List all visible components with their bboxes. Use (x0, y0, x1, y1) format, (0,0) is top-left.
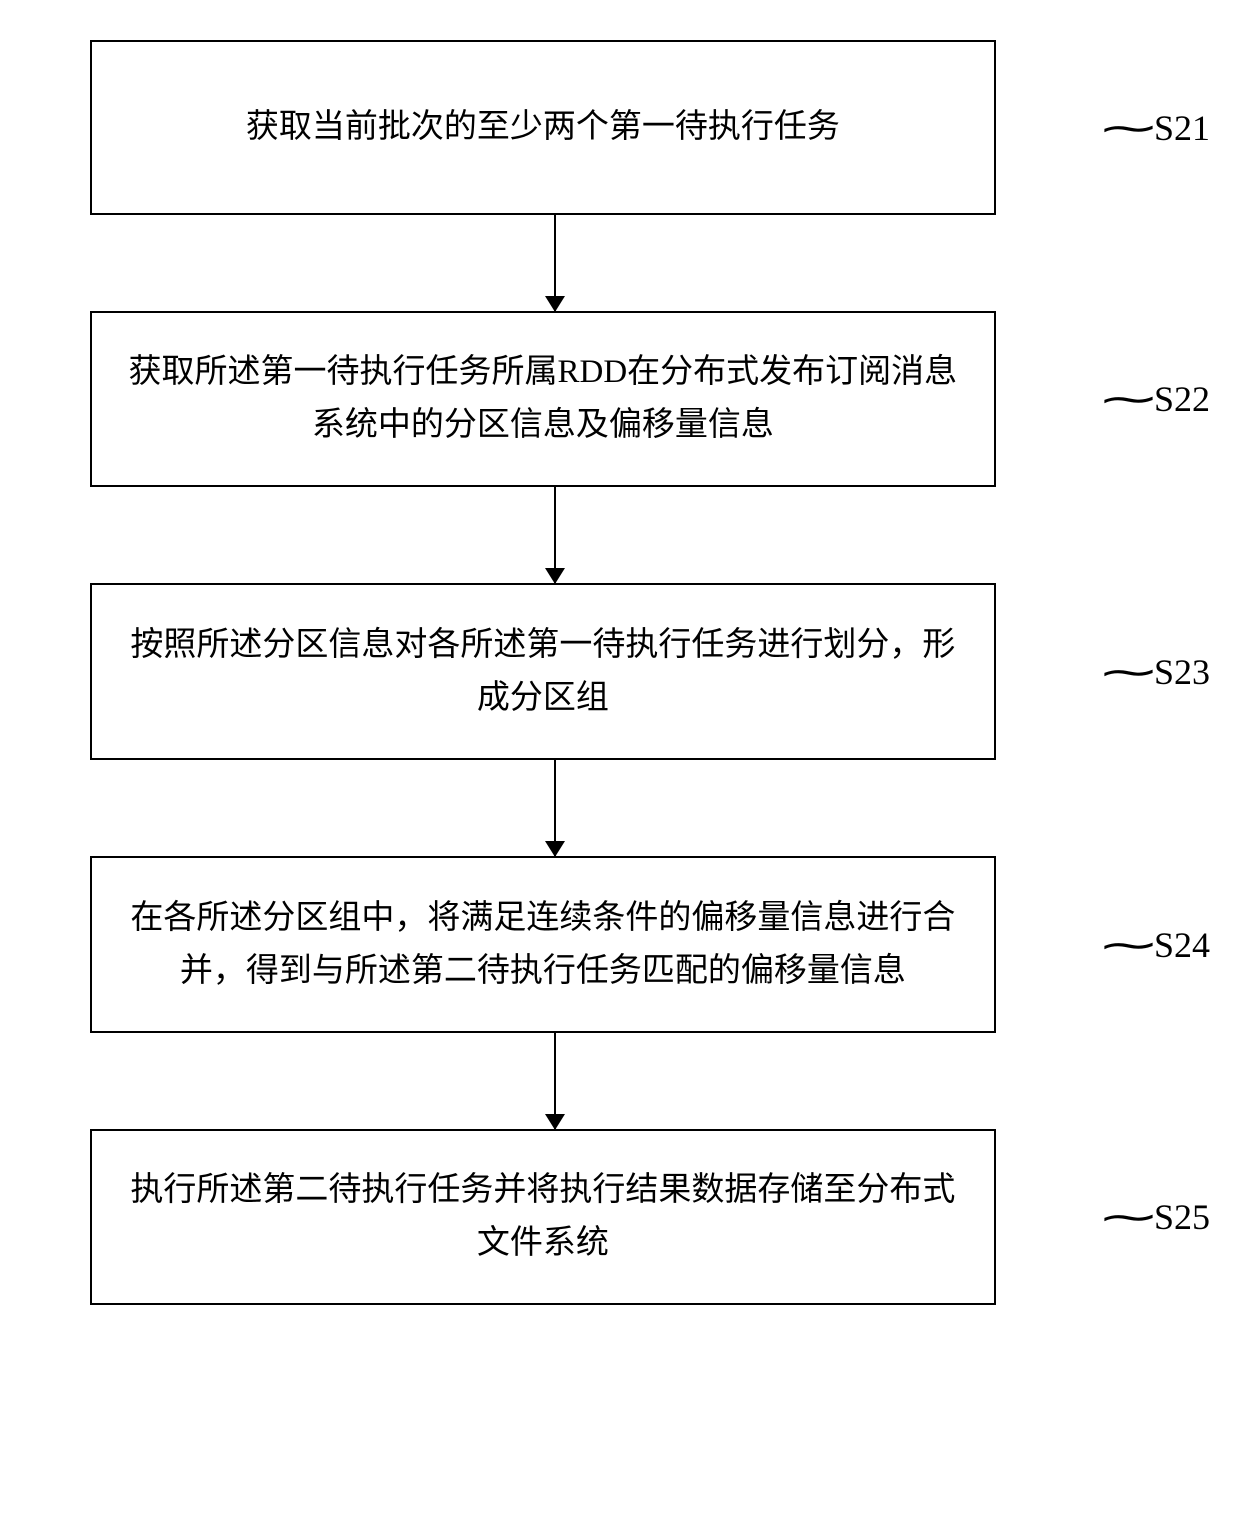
flow-step-text: 获取所述第一待执行任务所属RDD在分布式发布订阅消息系统中的分区信息及偏移量信息 (122, 346, 964, 452)
flow-step-box: 执行所述第二待执行任务并将执行结果数据存储至分布式文件系统 (90, 1129, 996, 1305)
flow-step-box: 按照所述分区信息对各所述第一待执行任务进行划分，形成分区组 (90, 583, 996, 760)
flow-step-id: S25 (1154, 1196, 1210, 1238)
connector-tilde-icon: ∼ (1096, 105, 1160, 151)
flow-arrow-icon (554, 215, 556, 311)
flow-step-box: 获取当前批次的至少两个第一待执行任务 (90, 40, 996, 215)
connector-tilde-icon: ∼ (1096, 922, 1160, 968)
flow-step-box: 获取所述第一待执行任务所属RDD在分布式发布订阅消息系统中的分区信息及偏移量信息 (90, 311, 996, 487)
flow-arrow-icon (554, 487, 556, 583)
connector-tilde-icon: ∼ (1096, 1194, 1160, 1240)
connector-tilde-icon: ∼ (1096, 376, 1160, 422)
flow-step-text: 按照所述分区信息对各所述第一待执行任务进行划分，形成分区组 (122, 619, 964, 725)
flow-step-text: 获取当前批次的至少两个第一待执行任务 (246, 101, 840, 154)
flow-step-id: S21 (1154, 107, 1210, 149)
flow-arrow-icon (554, 760, 556, 856)
connector-tilde-icon: ∼ (1096, 649, 1160, 695)
flow-step-box: 在各所述分区组中，将满足连续条件的偏移量信息进行合并，得到与所述第二待执行任务匹… (90, 856, 996, 1033)
flow-step-id: S24 (1154, 924, 1210, 966)
flow-arrow-icon (554, 1033, 556, 1129)
flow-step-id: S22 (1154, 378, 1210, 420)
flow-step-text: 执行所述第二待执行任务并将执行结果数据存储至分布式文件系统 (122, 1164, 964, 1270)
flow-step-id: S23 (1154, 651, 1210, 693)
flow-step-text: 在各所述分区组中，将满足连续条件的偏移量信息进行合并，得到与所述第二待执行任务匹… (122, 892, 964, 998)
